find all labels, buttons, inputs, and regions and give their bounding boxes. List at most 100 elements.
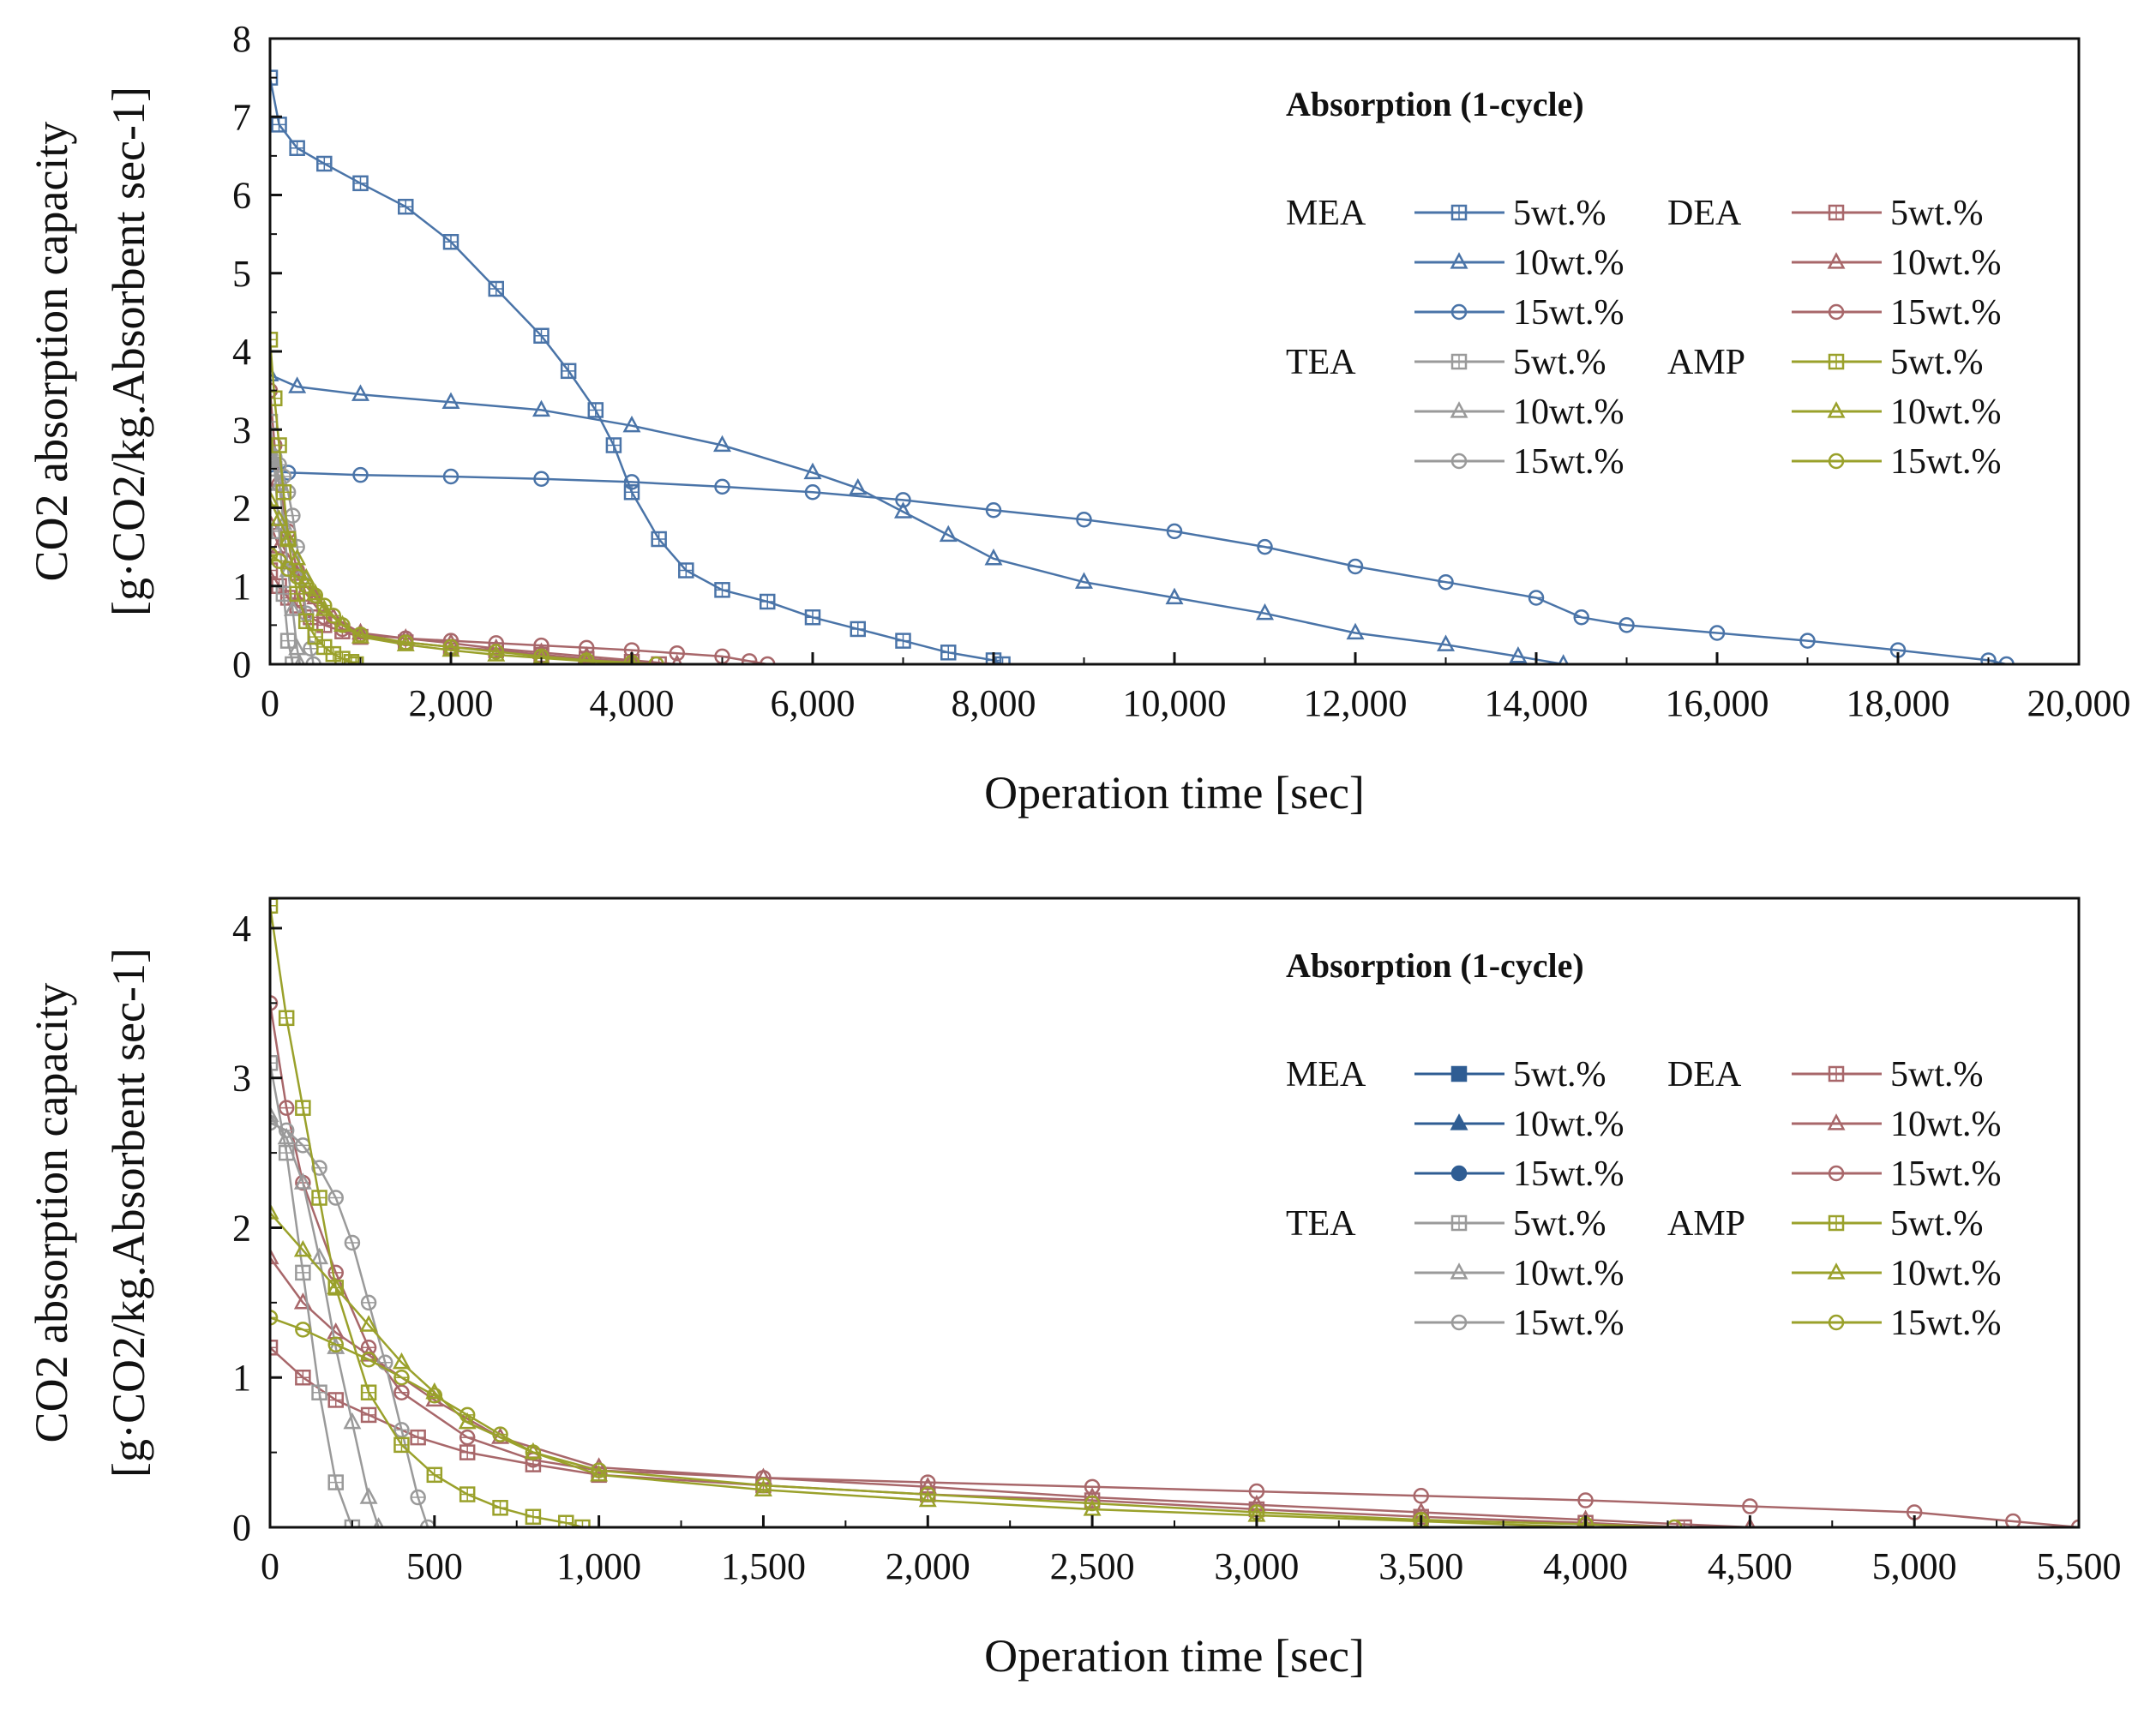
data-point bbox=[1346, 622, 1365, 640]
legend-entry-label: 5wt.% bbox=[1513, 194, 1606, 233]
legend-entry-label: 15wt.% bbox=[1890, 1304, 2002, 1343]
y-tick-label: 4 bbox=[232, 331, 251, 373]
legend-entry-label: 10wt.% bbox=[1890, 243, 2002, 283]
x-tick-label: 4,000 bbox=[590, 682, 675, 724]
legend-marker bbox=[1450, 1113, 1468, 1130]
data-point bbox=[849, 477, 868, 495]
data-point bbox=[622, 415, 641, 433]
data-point bbox=[590, 1457, 609, 1474]
x-tick-label: 2,000 bbox=[886, 1545, 970, 1587]
plot-frame bbox=[268, 37, 2081, 666]
data-point bbox=[305, 656, 321, 664]
series-mea-15wt bbox=[270, 457, 2015, 664]
legend-entry-label: 10wt.% bbox=[1513, 1105, 1625, 1144]
legend-entry-label: 5wt.% bbox=[1513, 1055, 1606, 1094]
legend-marker bbox=[1450, 252, 1468, 269]
data-point bbox=[270, 509, 289, 526]
series-mea-5wt bbox=[270, 69, 1011, 664]
data-point bbox=[984, 548, 1003, 566]
data-point bbox=[760, 656, 776, 664]
x-tick-label: 4,000 bbox=[1543, 1545, 1628, 1587]
legend-entry-label: 15wt.% bbox=[1890, 1154, 2002, 1194]
legend-group-dea: DEA bbox=[1667, 194, 1742, 233]
legend-entry-label: 5wt.% bbox=[1890, 343, 1984, 382]
legend-entry-label: 10wt.% bbox=[1890, 393, 2002, 432]
x-tick-label: 5,500 bbox=[2037, 1545, 2122, 1587]
legend-entry-label: 15wt.% bbox=[1890, 293, 2002, 333]
data-point bbox=[713, 435, 731, 453]
data-point bbox=[590, 1464, 609, 1482]
y-tick-label: 5 bbox=[232, 253, 251, 295]
legend-entry-label: 5wt.% bbox=[1890, 194, 1984, 233]
series-dea-15wt bbox=[270, 382, 776, 664]
data-point bbox=[1437, 634, 1455, 651]
legend-title: Absorption (1-cycle) bbox=[1286, 85, 1584, 123]
data-point bbox=[1165, 587, 1184, 605]
x-tick-label: 1,000 bbox=[556, 1545, 641, 1587]
data-point bbox=[270, 1247, 279, 1265]
y-tick-label: 0 bbox=[232, 644, 251, 686]
x-tick-label: 3,000 bbox=[1214, 1545, 1299, 1587]
data-point bbox=[359, 1315, 378, 1332]
series-mea-10wt bbox=[270, 364, 1570, 664]
data-point bbox=[1509, 646, 1528, 663]
y-tick-label: 1 bbox=[232, 1357, 251, 1399]
x-tick-label: 1,500 bbox=[721, 1545, 806, 1587]
legend-entry-label: 5wt.% bbox=[1890, 1204, 1984, 1244]
series-line bbox=[270, 374, 1564, 664]
data-point bbox=[343, 1412, 362, 1430]
x-tick-label: 20,000 bbox=[2027, 682, 2131, 724]
legend: Absorption (1-cycle) MEA 5wt.% 10wt.% 15wt.%… bbox=[1286, 85, 2002, 482]
data-point bbox=[288, 548, 307, 566]
plot-area bbox=[270, 69, 2015, 664]
data-point bbox=[392, 1352, 411, 1370]
y-tick-label: 6 bbox=[232, 175, 251, 217]
x-tick-label: 12,000 bbox=[1304, 682, 1408, 724]
x-tick-label: 6,000 bbox=[771, 682, 856, 724]
data-point bbox=[1998, 656, 2015, 664]
y-tick-label: 2 bbox=[232, 488, 251, 530]
data-point bbox=[425, 1382, 444, 1400]
legend-group-mea: MEA bbox=[1286, 194, 1366, 233]
x-tick-label: 16,000 bbox=[1666, 682, 1769, 724]
data-point bbox=[351, 384, 369, 401]
series-line bbox=[270, 77, 1004, 664]
series-amp-5wt bbox=[270, 332, 364, 664]
y-tick-label: 0 bbox=[232, 1507, 251, 1549]
legend-group-amp: AMP bbox=[1667, 1204, 1745, 1244]
series-line bbox=[270, 464, 2007, 664]
legend-marker bbox=[1827, 1113, 1846, 1130]
data-point bbox=[359, 1487, 378, 1504]
data-point bbox=[803, 462, 822, 480]
plot-area bbox=[270, 898, 2079, 1527]
series-line bbox=[270, 1003, 2079, 1527]
data-point bbox=[419, 1519, 436, 1527]
data-point bbox=[894, 501, 912, 519]
data-point bbox=[288, 638, 307, 656]
legend-group-tea: TEA bbox=[1286, 1204, 1356, 1244]
x-tick-label: 2,500 bbox=[1050, 1545, 1135, 1587]
data-point bbox=[310, 1247, 329, 1265]
y-tick-label: 3 bbox=[232, 409, 251, 451]
x-tick-label: 0 bbox=[261, 1545, 279, 1587]
series-dea-5wt bbox=[270, 1340, 1692, 1527]
legend-entry-label: 5wt.% bbox=[1513, 343, 1606, 382]
y-tick-label: 1 bbox=[232, 566, 251, 608]
y-tick-label: 8 bbox=[232, 18, 251, 60]
x-tick-label: 500 bbox=[406, 1545, 463, 1587]
y-tick-label: 4 bbox=[232, 908, 251, 950]
plot-frame bbox=[268, 896, 2081, 1529]
legend-entry-label: 10wt.% bbox=[1513, 393, 1625, 432]
x-tick-label: 10,000 bbox=[1123, 682, 1227, 724]
y-tick-label: 2 bbox=[232, 1207, 251, 1249]
legend-group-dea: DEA bbox=[1667, 1055, 1742, 1094]
legend-entry-label: 10wt.% bbox=[1890, 1254, 2002, 1293]
series-line bbox=[270, 905, 583, 1527]
legend-marker bbox=[1827, 401, 1846, 418]
data-point bbox=[648, 656, 664, 664]
legend-entry-label: 15wt.% bbox=[1890, 442, 2002, 482]
legend-marker bbox=[1450, 401, 1468, 418]
legend: Absorption (1-cycle) MEA 5wt.% 10wt.% 15wt.%… bbox=[1286, 946, 2002, 1343]
legend-entry-label: 15wt.% bbox=[1513, 1304, 1625, 1343]
data-point bbox=[333, 615, 351, 633]
